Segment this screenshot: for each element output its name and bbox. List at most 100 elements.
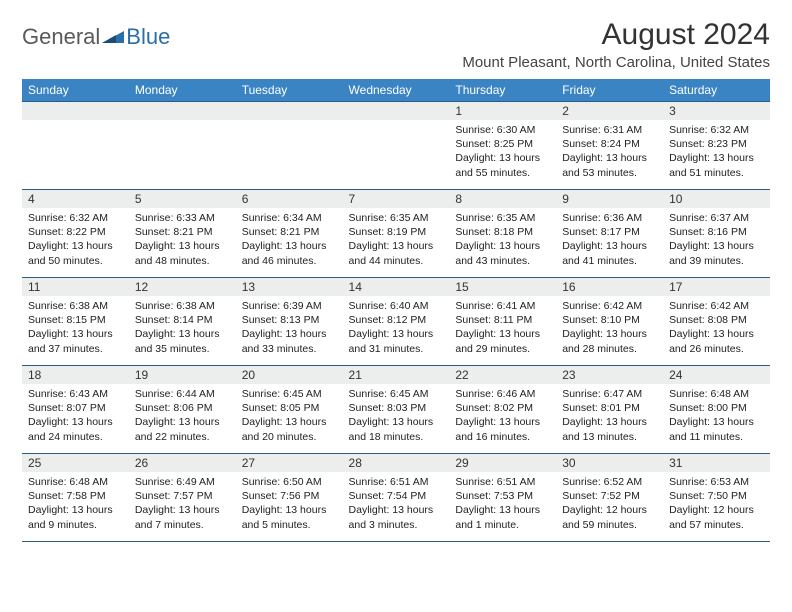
day-cell: 10Sunrise: 6:37 AMSunset: 8:16 PMDayligh… [663,190,770,278]
day-cell: 3Sunrise: 6:32 AMSunset: 8:23 PMDaylight… [663,102,770,190]
day-cell [236,102,343,190]
day-number: 25 [22,454,129,472]
day-cell: 24Sunrise: 6:48 AMSunset: 8:00 PMDayligh… [663,366,770,454]
day-cell: 4Sunrise: 6:32 AMSunset: 8:22 PMDaylight… [22,190,129,278]
day-cell: 14Sunrise: 6:40 AMSunset: 8:12 PMDayligh… [343,278,450,366]
weekday-header: Tuesday [236,79,343,102]
day-cell: 9Sunrise: 6:36 AMSunset: 8:17 PMDaylight… [556,190,663,278]
day-number: 30 [556,454,663,472]
weekday-header: Saturday [663,79,770,102]
day-number: 6 [236,190,343,208]
day-details: Sunrise: 6:35 AMSunset: 8:19 PMDaylight:… [343,208,450,272]
day-number: 29 [449,454,556,472]
day-details: Sunrise: 6:36 AMSunset: 8:17 PMDaylight:… [556,208,663,272]
day-details: Sunrise: 6:52 AMSunset: 7:52 PMDaylight:… [556,472,663,536]
day-number: 16 [556,278,663,296]
day-number: 8 [449,190,556,208]
day-details: Sunrise: 6:46 AMSunset: 8:02 PMDaylight:… [449,384,556,448]
day-cell: 7Sunrise: 6:35 AMSunset: 8:19 PMDaylight… [343,190,450,278]
day-details: Sunrise: 6:47 AMSunset: 8:01 PMDaylight:… [556,384,663,448]
day-number: 15 [449,278,556,296]
day-number: 27 [236,454,343,472]
logo-text-blue: Blue [126,24,170,50]
day-details: Sunrise: 6:33 AMSunset: 8:21 PMDaylight:… [129,208,236,272]
day-number: 5 [129,190,236,208]
day-details: Sunrise: 6:45 AMSunset: 8:05 PMDaylight:… [236,384,343,448]
day-cell: 19Sunrise: 6:44 AMSunset: 8:06 PMDayligh… [129,366,236,454]
day-number: 1 [449,102,556,120]
day-cell: 16Sunrise: 6:42 AMSunset: 8:10 PMDayligh… [556,278,663,366]
day-cell [343,102,450,190]
day-number: 13 [236,278,343,296]
day-cell: 13Sunrise: 6:39 AMSunset: 8:13 PMDayligh… [236,278,343,366]
week-row: 1Sunrise: 6:30 AMSunset: 8:25 PMDaylight… [22,102,770,190]
weekday-header: Thursday [449,79,556,102]
week-row: 25Sunrise: 6:48 AMSunset: 7:58 PMDayligh… [22,454,770,542]
location: Mount Pleasant, North Carolina, United S… [462,54,770,71]
day-number: 26 [129,454,236,472]
day-cell: 17Sunrise: 6:42 AMSunset: 8:08 PMDayligh… [663,278,770,366]
day-details: Sunrise: 6:34 AMSunset: 8:21 PMDaylight:… [236,208,343,272]
day-cell: 18Sunrise: 6:43 AMSunset: 8:07 PMDayligh… [22,366,129,454]
day-number: 10 [663,190,770,208]
week-row: 11Sunrise: 6:38 AMSunset: 8:15 PMDayligh… [22,278,770,366]
day-number: 2 [556,102,663,120]
day-cell: 23Sunrise: 6:47 AMSunset: 8:01 PMDayligh… [556,366,663,454]
month-title: August 2024 [462,18,770,52]
logo: General Blue [22,24,170,50]
day-details: Sunrise: 6:50 AMSunset: 7:56 PMDaylight:… [236,472,343,536]
day-number-empty [236,102,343,120]
day-details: Sunrise: 6:35 AMSunset: 8:18 PMDaylight:… [449,208,556,272]
day-cell: 5Sunrise: 6:33 AMSunset: 8:21 PMDaylight… [129,190,236,278]
day-cell: 21Sunrise: 6:45 AMSunset: 8:03 PMDayligh… [343,366,450,454]
day-cell: 20Sunrise: 6:45 AMSunset: 8:05 PMDayligh… [236,366,343,454]
day-cell: 1Sunrise: 6:30 AMSunset: 8:25 PMDaylight… [449,102,556,190]
day-number: 7 [343,190,450,208]
logo-triangle-icon [102,29,124,45]
day-cell: 12Sunrise: 6:38 AMSunset: 8:14 PMDayligh… [129,278,236,366]
day-cell: 28Sunrise: 6:51 AMSunset: 7:54 PMDayligh… [343,454,450,542]
weekday-header: Sunday [22,79,129,102]
day-number: 24 [663,366,770,384]
day-cell: 6Sunrise: 6:34 AMSunset: 8:21 PMDaylight… [236,190,343,278]
day-details: Sunrise: 6:51 AMSunset: 7:53 PMDaylight:… [449,472,556,536]
day-number: 19 [129,366,236,384]
day-cell: 2Sunrise: 6:31 AMSunset: 8:24 PMDaylight… [556,102,663,190]
day-number: 20 [236,366,343,384]
day-cell: 31Sunrise: 6:53 AMSunset: 7:50 PMDayligh… [663,454,770,542]
day-number: 11 [22,278,129,296]
day-details: Sunrise: 6:48 AMSunset: 8:00 PMDaylight:… [663,384,770,448]
day-number: 18 [22,366,129,384]
day-cell: 15Sunrise: 6:41 AMSunset: 8:11 PMDayligh… [449,278,556,366]
day-details: Sunrise: 6:38 AMSunset: 8:15 PMDaylight:… [22,296,129,360]
day-details: Sunrise: 6:38 AMSunset: 8:14 PMDaylight:… [129,296,236,360]
day-number: 28 [343,454,450,472]
day-details: Sunrise: 6:43 AMSunset: 8:07 PMDaylight:… [22,384,129,448]
day-number: 9 [556,190,663,208]
day-cell: 25Sunrise: 6:48 AMSunset: 7:58 PMDayligh… [22,454,129,542]
day-details: Sunrise: 6:32 AMSunset: 8:22 PMDaylight:… [22,208,129,272]
day-details: Sunrise: 6:30 AMSunset: 8:25 PMDaylight:… [449,120,556,184]
day-details: Sunrise: 6:44 AMSunset: 8:06 PMDaylight:… [129,384,236,448]
title-block: August 2024 Mount Pleasant, North Caroli… [462,18,770,71]
day-details: Sunrise: 6:49 AMSunset: 7:57 PMDaylight:… [129,472,236,536]
day-details: Sunrise: 6:31 AMSunset: 8:24 PMDaylight:… [556,120,663,184]
day-cell: 29Sunrise: 6:51 AMSunset: 7:53 PMDayligh… [449,454,556,542]
day-number: 22 [449,366,556,384]
day-cell: 22Sunrise: 6:46 AMSunset: 8:02 PMDayligh… [449,366,556,454]
weekday-header: Wednesday [343,79,450,102]
day-details: Sunrise: 6:37 AMSunset: 8:16 PMDaylight:… [663,208,770,272]
header: General Blue August 2024 Mount Pleasant,… [22,18,770,71]
day-number: 17 [663,278,770,296]
day-number: 31 [663,454,770,472]
day-details: Sunrise: 6:42 AMSunset: 8:08 PMDaylight:… [663,296,770,360]
day-number: 23 [556,366,663,384]
day-cell: 30Sunrise: 6:52 AMSunset: 7:52 PMDayligh… [556,454,663,542]
day-number-empty [129,102,236,120]
day-cell [129,102,236,190]
day-cell: 11Sunrise: 6:38 AMSunset: 8:15 PMDayligh… [22,278,129,366]
day-number: 3 [663,102,770,120]
weekday-header-row: SundayMondayTuesdayWednesdayThursdayFrid… [22,79,770,102]
day-details: Sunrise: 6:45 AMSunset: 8:03 PMDaylight:… [343,384,450,448]
calendar-table: SundayMondayTuesdayWednesdayThursdayFrid… [22,79,770,542]
